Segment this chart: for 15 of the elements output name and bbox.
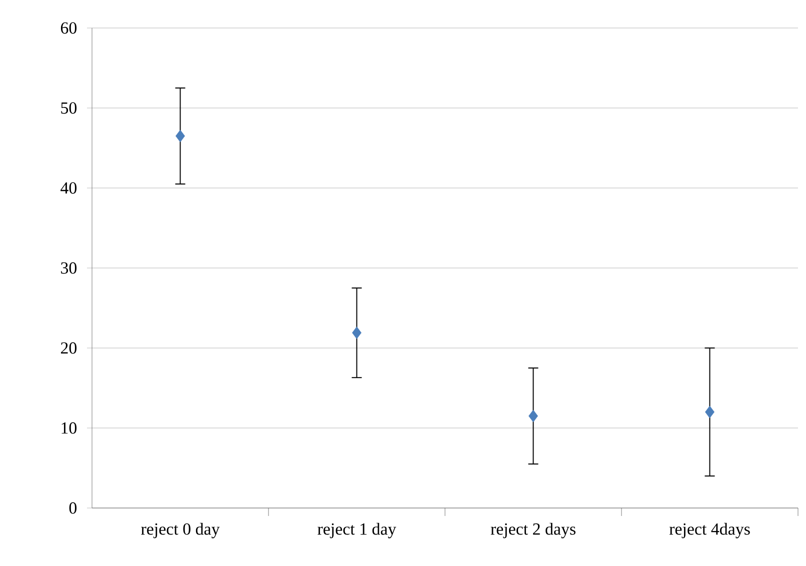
x-tick-label: reject 1 day <box>318 522 396 538</box>
y-tick-label: 60 <box>60 22 77 34</box>
y-tick-label: 20 <box>60 342 77 354</box>
point <box>528 410 538 422</box>
y-tick-label: 0 <box>69 502 77 514</box>
point <box>176 130 185 142</box>
y-tick-label: 10 <box>62 422 77 434</box>
x-tick-label: reject 2 days <box>490 522 576 538</box>
y-tick-label: 50 <box>61 102 77 114</box>
x-tick-label: reject 4days <box>669 522 750 538</box>
y-tick-label: 40 <box>60 182 77 194</box>
x-tick-label: reject 0 day <box>141 522 220 538</box>
y-tick-label: 30 <box>61 262 77 274</box>
point <box>352 326 362 339</box>
point <box>705 406 714 418</box>
